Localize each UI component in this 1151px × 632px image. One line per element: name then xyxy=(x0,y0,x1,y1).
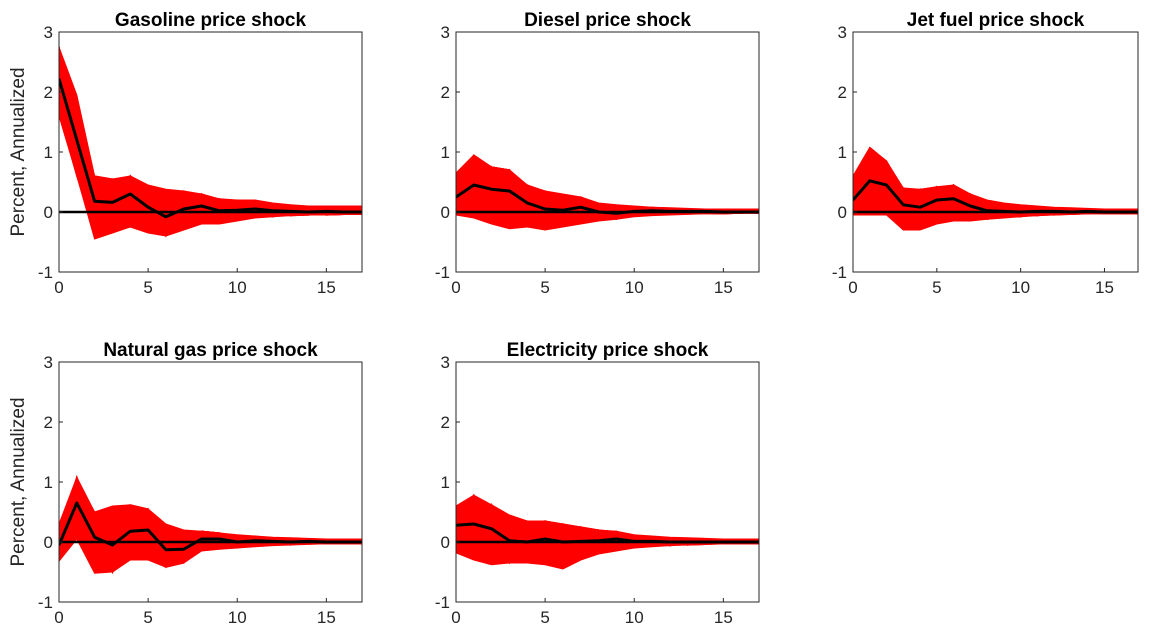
x-tick-label: 0 xyxy=(54,278,63,297)
x-tick-label: 5 xyxy=(540,608,549,627)
y-tick-label: 0 xyxy=(44,533,53,552)
band-draw-line xyxy=(456,184,759,224)
panel-title: Jet fuel price shock xyxy=(907,10,1085,31)
x-tick-label: 10 xyxy=(625,608,644,627)
y-tick-label: 0 xyxy=(441,203,450,222)
y-tick-label: 2 xyxy=(838,83,847,102)
y-axis-label: Percent, Annualized xyxy=(8,67,29,236)
x-tick-label: 15 xyxy=(714,278,733,297)
y-tick-label: 3 xyxy=(441,353,450,372)
y-tick-label: -1 xyxy=(38,593,53,612)
x-tick-label: 0 xyxy=(848,278,857,297)
band-draw-line xyxy=(59,521,362,558)
y-tick-label: 2 xyxy=(441,83,450,102)
y-tick-label: 0 xyxy=(838,203,847,222)
plot-area xyxy=(456,154,759,231)
y-tick-label: 1 xyxy=(838,143,847,162)
band-draw-line xyxy=(456,181,759,215)
y-tick-label: 3 xyxy=(44,23,53,42)
y-tick-label: 3 xyxy=(44,353,53,372)
x-tick-label: 0 xyxy=(451,278,460,297)
x-tick-label: 10 xyxy=(625,278,644,297)
y-tick-label: 2 xyxy=(44,413,53,432)
plot-area xyxy=(59,474,362,575)
axes-box xyxy=(455,361,760,603)
y-tick-label: 3 xyxy=(441,23,450,42)
x-tick-label: 5 xyxy=(143,278,152,297)
median-response-line xyxy=(456,522,759,544)
axes-box xyxy=(455,31,760,273)
y-tick-label: 2 xyxy=(441,413,450,432)
y-tick-label: -1 xyxy=(832,263,847,282)
y-tick-label: 1 xyxy=(441,143,450,162)
panel-title: Diesel price shock xyxy=(524,10,691,31)
plot-area xyxy=(456,493,759,570)
band-draw-line xyxy=(456,519,759,563)
y-tick-label: 0 xyxy=(44,203,53,222)
x-tick-label: 15 xyxy=(317,608,336,627)
x-tick-label: 0 xyxy=(54,608,63,627)
band-draw-line xyxy=(59,107,362,219)
panel-title: Natural gas price shock xyxy=(103,340,318,361)
band-draw-line xyxy=(853,160,1138,218)
x-tick-label: 10 xyxy=(1011,278,1030,297)
x-tick-label: 10 xyxy=(228,608,247,627)
plot-area xyxy=(853,146,1138,231)
median-response-line xyxy=(59,78,362,219)
x-tick-label: 0 xyxy=(451,608,460,627)
median-response-line xyxy=(853,179,1138,214)
plot-area xyxy=(59,46,362,240)
x-tick-label: 15 xyxy=(317,278,336,297)
x-tick-label: 5 xyxy=(932,278,941,297)
band-envelope xyxy=(59,475,362,574)
y-tick-label: 2 xyxy=(44,83,53,102)
y-tick-label: 1 xyxy=(44,473,53,492)
axes-box xyxy=(852,31,1139,273)
median-response-line xyxy=(59,501,362,552)
panel-title: Electricity price shock xyxy=(507,340,709,361)
x-tick-label: 5 xyxy=(540,278,549,297)
y-tick-label: -1 xyxy=(38,263,53,282)
y-tick-label: -1 xyxy=(435,263,450,282)
y-tick-label: 1 xyxy=(441,473,450,492)
band-draw-line xyxy=(59,84,362,228)
y-tick-label: -1 xyxy=(435,593,450,612)
band-draw-line xyxy=(59,102,362,238)
panel-title: Gasoline price shock xyxy=(115,10,307,31)
x-tick-label: 15 xyxy=(1095,278,1114,297)
x-tick-label: 5 xyxy=(143,608,152,627)
y-tick-label: 0 xyxy=(441,533,450,552)
y-tick-label: 3 xyxy=(838,23,847,42)
x-tick-label: 15 xyxy=(714,608,733,627)
y-axis-label: Percent, Annualized xyxy=(8,397,29,566)
median-response-line xyxy=(456,183,759,215)
x-tick-label: 10 xyxy=(228,278,247,297)
y-tick-label: 1 xyxy=(44,143,53,162)
